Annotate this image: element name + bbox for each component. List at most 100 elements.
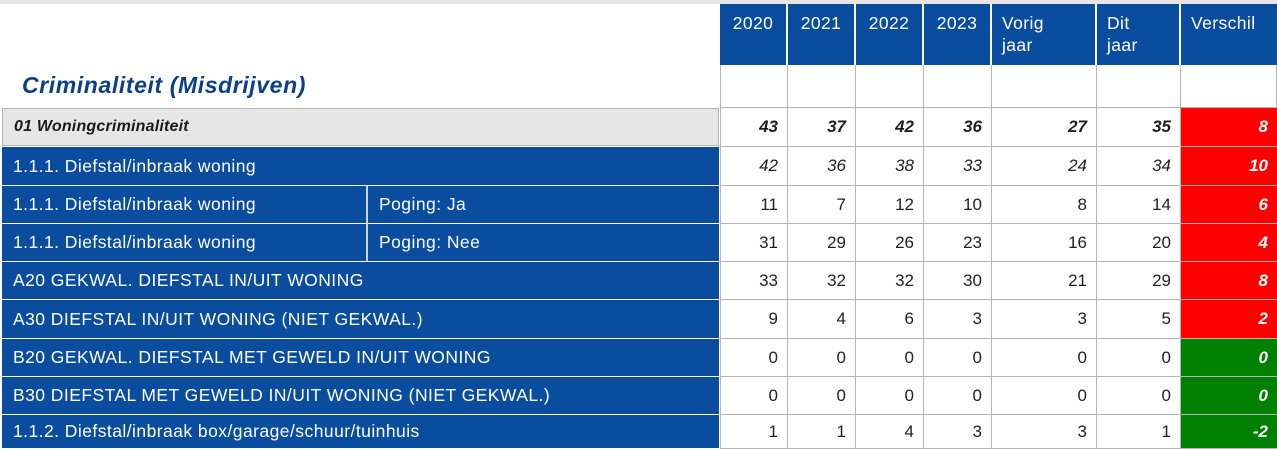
header-spacer-cell	[992, 65, 1097, 108]
row-label: B30 DIEFSTAL MET GEWELD IN/UIT WONING (N…	[2, 377, 719, 414]
row-sublabel: Poging: Ja	[368, 186, 719, 223]
col-header-2021[interactable]: 2021	[788, 4, 856, 65]
value-cell: 38	[856, 147, 924, 186]
difference-cell: 4	[1181, 224, 1277, 262]
value-cell: 34	[1097, 147, 1181, 186]
header-spacer-cell	[1097, 65, 1181, 108]
table-row[interactable]: A20 GEKWAL. DIEFSTAL IN/UIT WONING 33 32 32…	[0, 262, 1277, 300]
row-label: 1.1.1. Diefstal/inbraak woning	[2, 186, 368, 223]
value-cell: 8	[992, 186, 1097, 224]
table-row[interactable]: 1.1.1. Diefstal/inbraak woning Poging: Ja…	[0, 186, 1277, 224]
col-header-verschil[interactable]: Verschil	[1181, 4, 1277, 65]
report-title: Criminaliteit (Misdrijven)	[22, 72, 306, 98]
value-cell: 21	[992, 262, 1097, 300]
value-cell: 33	[720, 262, 788, 300]
table-row[interactable]: 1.1.2. Diefstal/inbraak box/garage/schuu…	[0, 415, 1277, 449]
col-header-2020[interactable]: 2020	[720, 4, 788, 65]
value-cell: 33	[924, 147, 992, 186]
difference-cell: -2	[1181, 415, 1277, 449]
value-cell: 32	[788, 262, 856, 300]
value-cell: 0	[1097, 377, 1181, 415]
value-cell: 37	[788, 108, 856, 147]
header-spacer-cell	[856, 65, 924, 108]
value-cell: 0	[1097, 339, 1181, 377]
value-cell: 27	[992, 108, 1097, 147]
value-cell: 26	[856, 224, 924, 262]
value-cell: 14	[1097, 186, 1181, 224]
value-cell: 0	[720, 339, 788, 377]
value-cell: 6	[856, 300, 924, 339]
value-cell: 24	[992, 147, 1097, 186]
value-cell: 32	[856, 262, 924, 300]
value-cell: 7	[788, 186, 856, 224]
table-row[interactable]: 1.1.1. Diefstal/inbraak woning 42 36 38 33 24…	[0, 147, 1277, 186]
col-header-dit-line1: Dit	[1107, 13, 1130, 33]
header-spacer-cell	[788, 65, 856, 108]
difference-cell: 8	[1181, 262, 1277, 300]
value-cell: 20	[1097, 224, 1181, 262]
value-cell: 1	[720, 415, 788, 449]
value-cell: 0	[788, 377, 856, 415]
top-strip	[0, 0, 1277, 4]
difference-cell: 0	[1181, 339, 1277, 377]
col-header-2022[interactable]: 2022	[856, 4, 924, 65]
difference-cell: 0	[1181, 377, 1277, 415]
value-cell: 43	[720, 108, 788, 147]
value-cell: 0	[992, 339, 1097, 377]
value-cell: 0	[924, 377, 992, 415]
table-row[interactable]: B20 GEKWAL. DIEFSTAL MET GEWELD IN/UIT W…	[0, 339, 1277, 377]
value-cell: 9	[720, 300, 788, 339]
table-row[interactable]: B30 DIEFSTAL MET GEWELD IN/UIT WONING (N…	[0, 377, 1277, 415]
table-row[interactable]: 1.1.1. Diefstal/inbraak woning Poging: Ne…	[0, 224, 1277, 262]
row-label: B20 GEKWAL. DIEFSTAL MET GEWELD IN/UIT W…	[2, 339, 719, 376]
col-header-2023[interactable]: 2023	[924, 4, 992, 65]
value-cell: 1	[788, 415, 856, 449]
value-cell: 29	[1097, 262, 1181, 300]
row-label: A30 DIEFSTAL IN/UIT WONING (NIET GEKWAL.…	[2, 300, 719, 338]
row-sublabel: Poging: Nee	[368, 224, 719, 261]
table-row[interactable]: A30 DIEFSTAL IN/UIT WONING (NIET GEKWAL.…	[0, 300, 1277, 339]
col-header-vorig-line2: jaar	[1002, 35, 1033, 55]
value-cell: 3	[924, 415, 992, 449]
value-cell: 29	[788, 224, 856, 262]
value-cell: 42	[856, 108, 924, 147]
row-label: 1.1.1. Diefstal/inbraak woning	[2, 147, 719, 185]
group-row[interactable]: 01 Woningcriminaliteit 43 37 42 36 27 35 8	[0, 108, 1277, 147]
value-cell: 4	[856, 415, 924, 449]
col-header-vorig-line1: Vorig	[1002, 13, 1044, 33]
difference-cell: 2	[1181, 300, 1277, 339]
difference-cell: 8	[1181, 108, 1277, 147]
row-label: 01 Woningcriminaliteit	[2, 108, 719, 146]
header-spacer-cell	[924, 65, 992, 108]
row-label: 1.1.1. Diefstal/inbraak woning	[2, 224, 368, 261]
col-header-dit-line2: jaar	[1107, 35, 1138, 55]
value-cell: 0	[788, 339, 856, 377]
value-cell: 12	[856, 186, 924, 224]
value-cell: 23	[924, 224, 992, 262]
value-cell: 1	[1097, 415, 1181, 449]
col-header-dit-jaar[interactable]: Dit jaar	[1097, 4, 1181, 65]
header-spacer-cell	[720, 65, 788, 108]
row-label: A20 GEKWAL. DIEFSTAL IN/UIT WONING	[2, 262, 719, 299]
value-cell: 5	[1097, 300, 1181, 339]
value-cell: 3	[924, 300, 992, 339]
value-cell: 3	[992, 415, 1097, 449]
value-cell: 0	[924, 339, 992, 377]
value-cell: 31	[720, 224, 788, 262]
value-cell: 36	[788, 147, 856, 186]
value-cell: 36	[924, 108, 992, 147]
value-cell: 10	[924, 186, 992, 224]
row-label: 1.1.2. Diefstal/inbraak box/garage/schuu…	[2, 415, 719, 448]
value-cell: 3	[992, 300, 1097, 339]
difference-cell: 10	[1181, 147, 1277, 186]
value-cell: 0	[856, 377, 924, 415]
col-header-vorig-jaar[interactable]: Vorig jaar	[992, 4, 1097, 65]
value-cell: 42	[720, 147, 788, 186]
header-spacer-cell	[1181, 65, 1277, 108]
value-cell: 30	[924, 262, 992, 300]
value-cell: 4	[788, 300, 856, 339]
value-cell: 0	[720, 377, 788, 415]
value-cell: 0	[856, 339, 924, 377]
value-cell: 35	[1097, 108, 1181, 147]
value-cell: 0	[992, 377, 1097, 415]
